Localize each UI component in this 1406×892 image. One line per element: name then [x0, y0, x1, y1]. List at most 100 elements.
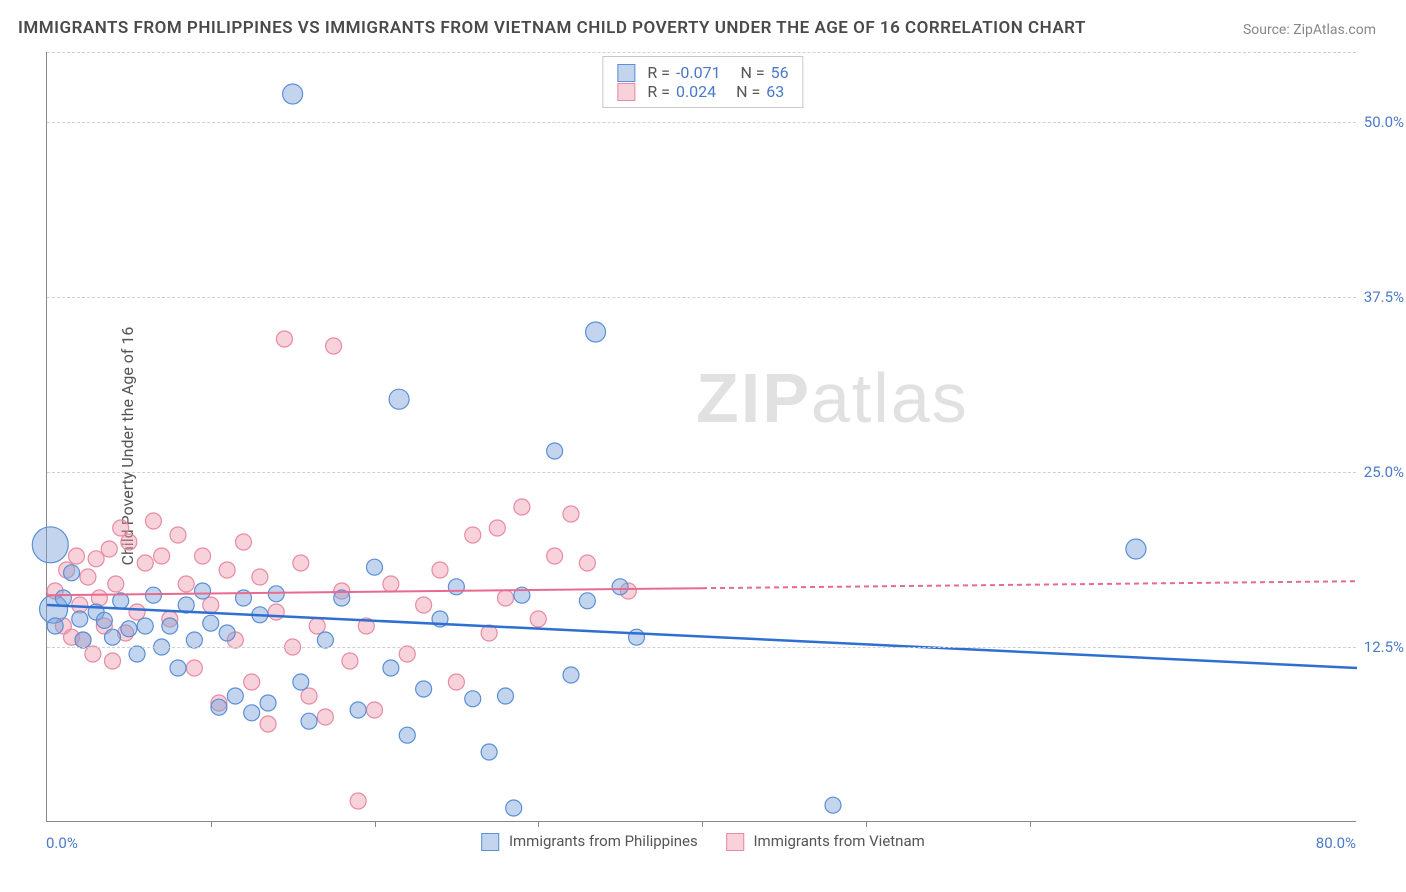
data-point — [367, 702, 383, 718]
data-point — [55, 590, 71, 606]
scatter-svg — [47, 52, 1356, 821]
data-point — [162, 618, 178, 634]
x-tick — [538, 821, 539, 827]
legend-label-philippines: Immigrants from Philippines — [509, 832, 698, 850]
gridline — [47, 297, 1356, 298]
data-point — [563, 667, 579, 683]
data-point — [301, 688, 317, 704]
data-point — [236, 534, 252, 550]
data-point — [154, 548, 170, 564]
r-label-2: R = — [647, 82, 670, 101]
source-link[interactable]: ZipAtlas.com — [1293, 22, 1376, 38]
data-point — [586, 322, 606, 342]
data-point — [293, 555, 309, 571]
data-point — [145, 513, 161, 529]
data-point — [612, 579, 628, 595]
y-tick-label: 50.0% — [1364, 113, 1404, 131]
data-point — [326, 338, 342, 354]
data-point — [64, 565, 80, 581]
swatch-philippines — [617, 64, 635, 82]
data-point — [195, 548, 211, 564]
trend-line — [47, 605, 1357, 668]
data-point — [383, 660, 399, 676]
data-point — [101, 541, 117, 557]
data-point — [465, 691, 481, 707]
data-point — [1126, 539, 1146, 559]
data-point — [317, 632, 333, 648]
trend-line — [47, 588, 702, 595]
x-axis-min-label: 0.0% — [46, 834, 78, 852]
data-point — [244, 705, 260, 721]
gridline — [47, 122, 1356, 123]
data-point — [389, 389, 409, 409]
x-tick — [375, 821, 376, 827]
data-point — [530, 611, 546, 627]
data-point — [416, 597, 432, 613]
x-tick — [866, 821, 867, 827]
data-point — [629, 629, 645, 645]
series-legend: Immigrants from Philippines Immigrants f… — [481, 832, 925, 851]
trend-line — [702, 581, 1357, 588]
data-point — [211, 699, 227, 715]
r-value-1: -0.071 — [676, 63, 721, 82]
data-point — [47, 618, 63, 634]
data-point — [170, 527, 186, 543]
source-prefix: Source: — [1243, 22, 1293, 38]
data-point — [825, 797, 841, 813]
data-point — [80, 569, 96, 585]
data-point — [350, 702, 366, 718]
data-point — [432, 562, 448, 578]
data-point — [489, 520, 505, 536]
correlation-legend: R = -0.071 N = 56 R = 0.024 N = 63 — [602, 56, 803, 108]
data-point — [137, 618, 153, 634]
data-point — [465, 527, 481, 543]
data-point — [186, 660, 202, 676]
gridline — [47, 472, 1356, 473]
data-point — [186, 632, 202, 648]
legend-item-philippines: Immigrants from Philippines — [481, 832, 698, 851]
data-point — [506, 800, 522, 816]
data-point — [178, 576, 194, 592]
x-tick — [1030, 821, 1031, 827]
data-point — [350, 793, 366, 809]
data-point — [108, 576, 124, 592]
legend-label-vietnam: Immigrants from Vietnam — [753, 832, 924, 850]
data-point — [498, 688, 514, 704]
data-point — [203, 597, 219, 613]
data-point — [498, 590, 514, 606]
data-point — [268, 604, 284, 620]
data-point — [244, 674, 260, 690]
swatch-vietnam — [617, 83, 635, 101]
y-tick-label: 12.5% — [1364, 638, 1404, 656]
data-point — [75, 632, 91, 648]
data-point — [416, 681, 432, 697]
data-point — [283, 84, 303, 104]
data-point — [219, 562, 235, 578]
data-point — [227, 688, 243, 704]
data-point — [293, 674, 309, 690]
chart-title: IMMIGRANTS FROM PHILIPPINES VS IMMIGRANT… — [18, 18, 1086, 38]
swatch-vietnam-icon — [726, 833, 744, 851]
data-point — [276, 331, 292, 347]
data-point — [317, 709, 333, 725]
legend-row-vietnam: R = 0.024 N = 63 — [617, 82, 788, 101]
data-point — [342, 653, 358, 669]
source-attribution: Source: ZipAtlas.com — [1243, 22, 1376, 38]
data-point — [260, 716, 276, 732]
data-point — [129, 604, 145, 620]
data-point — [32, 527, 68, 563]
data-point — [260, 695, 276, 711]
data-point — [68, 548, 84, 564]
data-point — [399, 727, 415, 743]
data-point — [579, 555, 595, 571]
y-tick-label: 37.5% — [1364, 288, 1404, 306]
gridline — [47, 647, 1356, 648]
data-point — [301, 713, 317, 729]
data-point — [72, 611, 88, 627]
data-point — [105, 629, 121, 645]
legend-item-vietnam: Immigrants from Vietnam — [726, 832, 925, 851]
swatch-philippines-icon — [481, 833, 499, 851]
r-label-1: R = — [647, 63, 670, 82]
data-point — [85, 646, 101, 662]
n-value-1: 56 — [771, 63, 789, 82]
